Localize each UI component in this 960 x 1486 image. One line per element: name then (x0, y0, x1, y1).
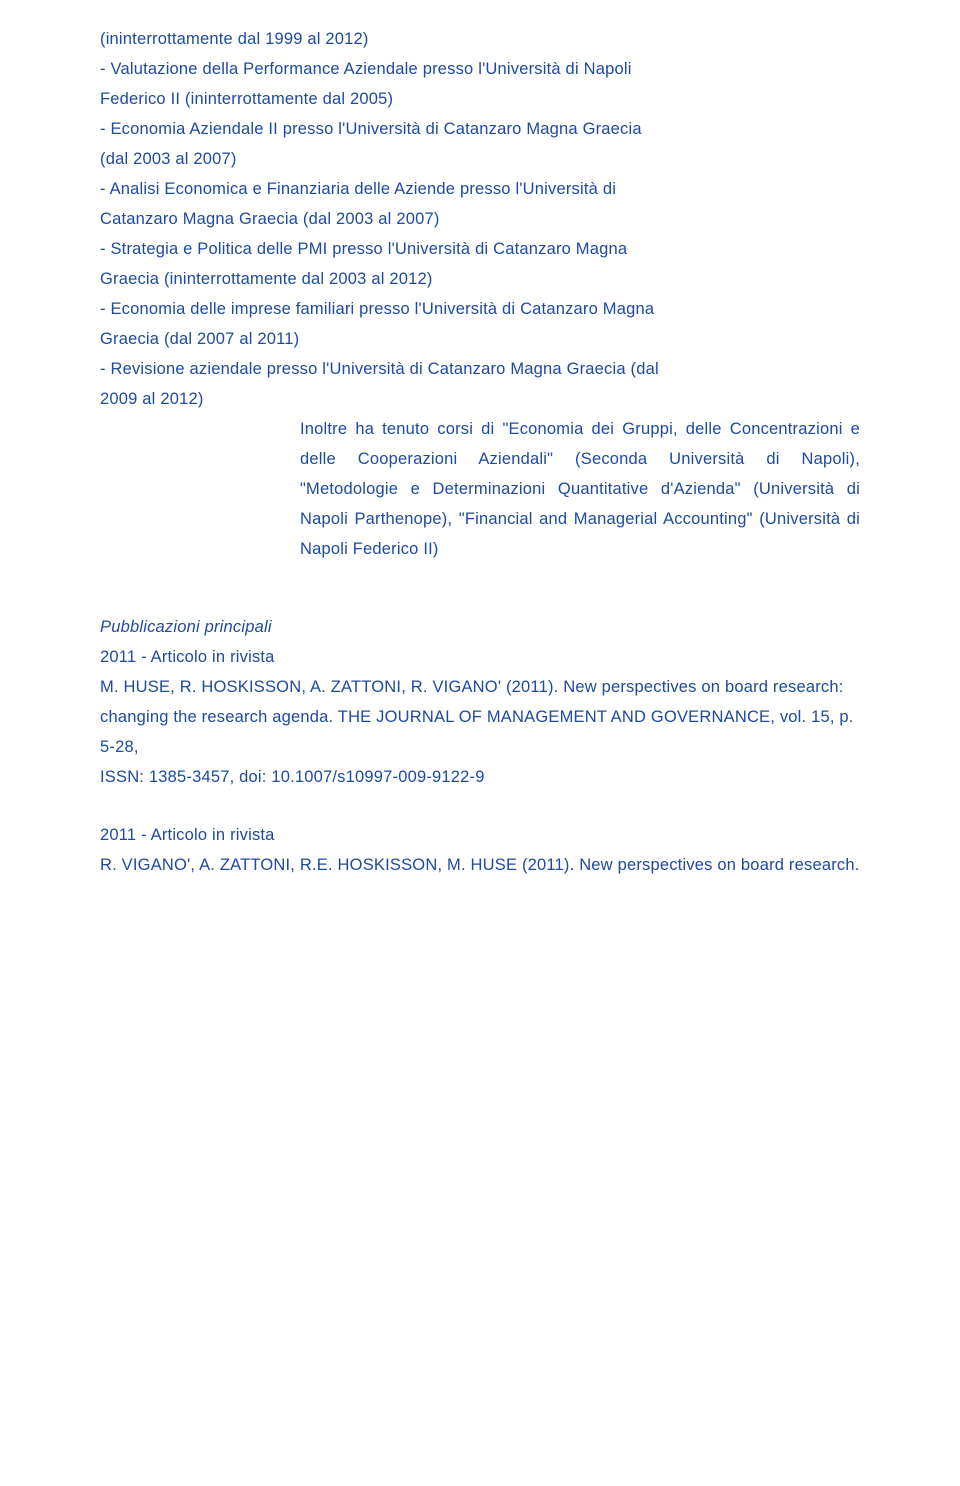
spacer (100, 792, 860, 820)
publication-line: ISSN: 1385-3457, doi: 10.1007/s10997-009… (100, 762, 860, 792)
publication-line: changing the research agenda. THE JOURNA… (100, 702, 860, 762)
body-line: - Revisione aziendale presso l'Universit… (100, 354, 860, 384)
document-page: (ininterrottamente dal 1999 al 2012) - V… (0, 0, 960, 1486)
body-line: (ininterrottamente dal 1999 al 2012) (100, 24, 860, 54)
publication-line: R. VIGANO', A. ZATTONI, R.E. HOSKISSON, … (100, 850, 860, 880)
body-line: Catanzaro Magna Graecia (dal 2003 al 200… (100, 204, 860, 234)
spacer (100, 564, 860, 612)
body-line: - Strategia e Politica delle PMI presso … (100, 234, 860, 264)
publication-line: M. HUSE, R. HOSKISSON, A. ZATTONI, R. VI… (100, 672, 860, 702)
body-line: Graecia (ininterrottamente dal 2003 al 2… (100, 264, 860, 294)
indented-text: Inoltre ha tenuto corsi di "Economia dei… (300, 420, 860, 558)
body-line: Graecia (dal 2007 al 2011) (100, 324, 860, 354)
body-line: (dal 2003 al 2007) (100, 144, 860, 174)
indented-paragraph: Inoltre ha tenuto corsi di "Economia dei… (100, 414, 860, 564)
publication-line: 2011 - Articolo in rivista (100, 642, 860, 672)
body-line: - Economia delle imprese familiari press… (100, 294, 860, 324)
body-line: - Economia Aziendale II presso l'Univers… (100, 114, 860, 144)
publication-line: 2011 - Articolo in rivista (100, 820, 860, 850)
body-line: Federico II (ininterrottamente dal 2005) (100, 84, 860, 114)
body-line: - Valutazione della Performance Aziendal… (100, 54, 860, 84)
publications-heading: Pubblicazioni principali (100, 612, 860, 642)
body-line: - Analisi Economica e Finanziaria delle … (100, 174, 860, 204)
body-line: 2009 al 2012) (100, 384, 860, 414)
